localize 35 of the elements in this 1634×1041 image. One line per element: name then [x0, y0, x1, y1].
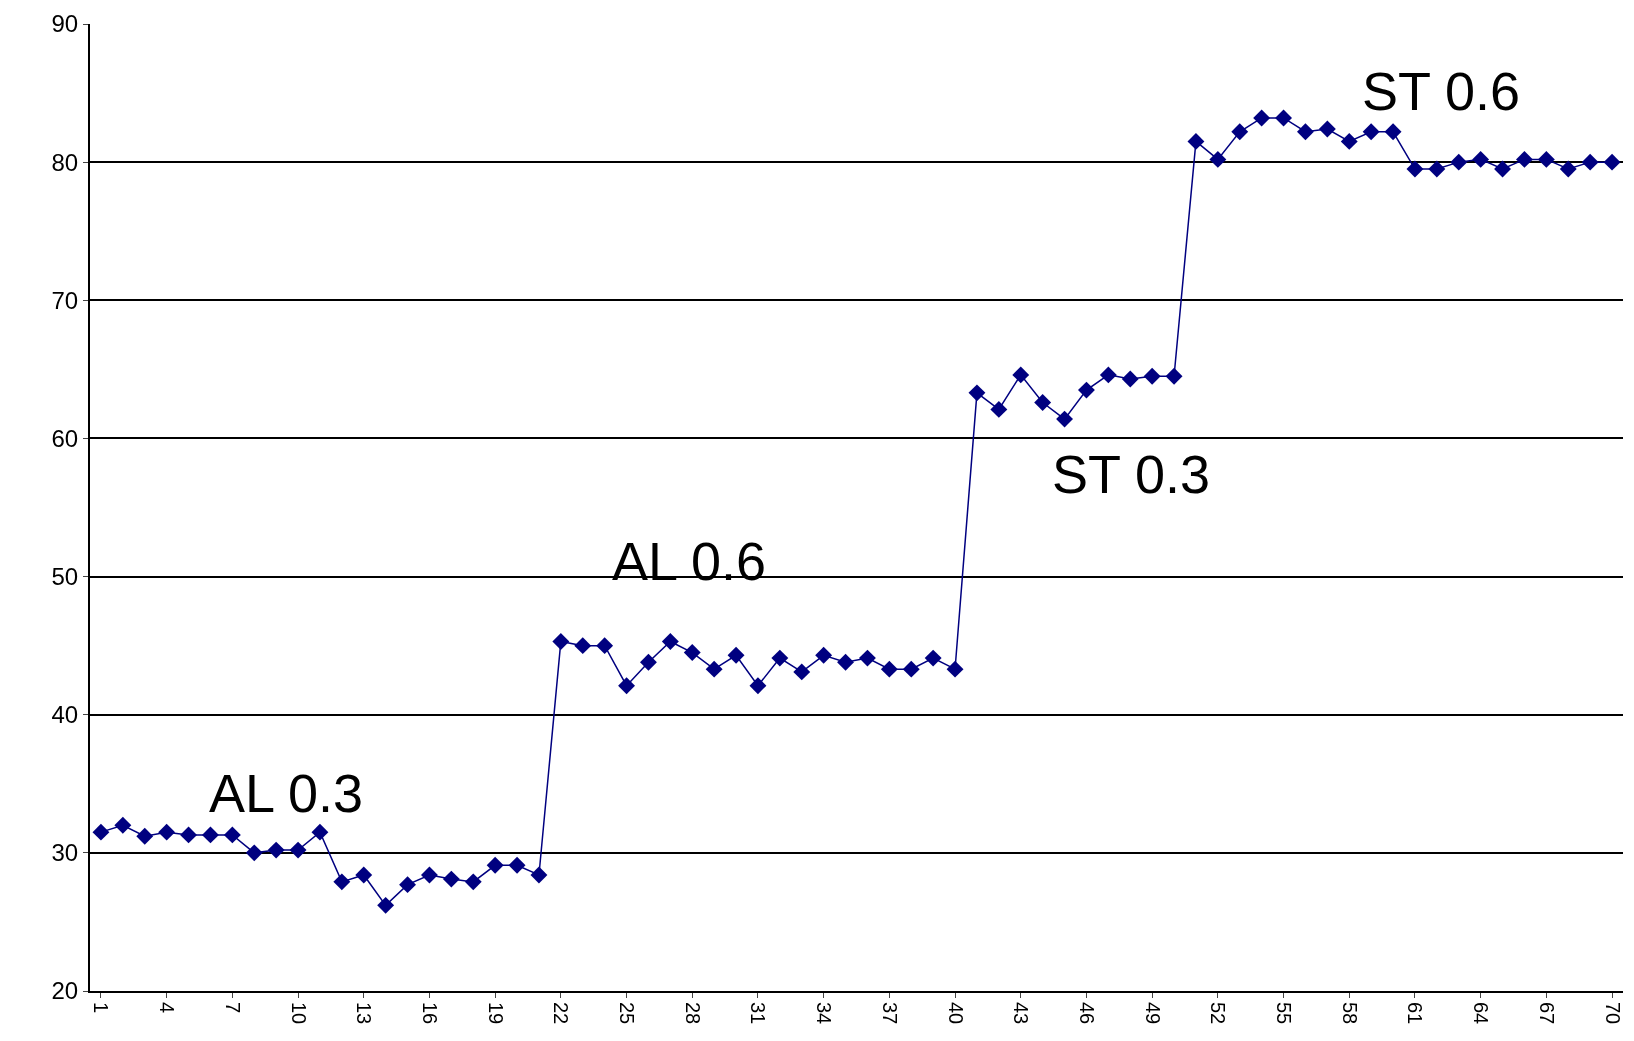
- y-tick-label: 50: [51, 562, 79, 590]
- x-tick-label: 28: [681, 1002, 704, 1025]
- x-tick-label: 25: [616, 1002, 639, 1025]
- x-tick-label: 67: [1535, 1002, 1558, 1025]
- x-tick-label: 19: [484, 1002, 507, 1025]
- x-tick-label: 7: [221, 1002, 244, 1014]
- y-tick-label: 70: [51, 286, 79, 314]
- annotation: ST 0.6: [1362, 61, 1521, 121]
- x-tick-label: 46: [1075, 1002, 1098, 1025]
- y-tick-label: 80: [51, 148, 79, 176]
- x-tick-label: 43: [1010, 1002, 1033, 1025]
- x-tick-label: 37: [878, 1002, 901, 1025]
- x-tick-label: 49: [1141, 1002, 1164, 1025]
- x-tick-label: 10: [287, 1002, 310, 1025]
- x-tick-label: 55: [1273, 1002, 1296, 1025]
- x-tick-label: 16: [418, 1002, 441, 1025]
- x-tick-label: 64: [1470, 1002, 1493, 1025]
- x-tick-label: 22: [550, 1002, 573, 1025]
- annotation: AL 0.3: [209, 763, 364, 823]
- x-tick-label: 1: [90, 1002, 113, 1014]
- x-tick-label: 31: [747, 1002, 770, 1025]
- y-tick-label: 90: [51, 10, 79, 38]
- y-tick-label: 20: [51, 977, 79, 1005]
- annotation: ST 0.3: [1052, 444, 1211, 504]
- y-tick-label: 60: [51, 424, 79, 452]
- x-tick-label: 70: [1601, 1002, 1624, 1025]
- x-tick-label: 34: [813, 1002, 836, 1025]
- y-tick-label: 30: [51, 839, 79, 867]
- x-tick-label: 52: [1207, 1002, 1230, 1025]
- x-tick-label: 40: [944, 1002, 967, 1025]
- x-tick-label: 58: [1338, 1002, 1361, 1025]
- x-tick-label: 4: [156, 1002, 179, 1014]
- x-tick-label: 13: [353, 1002, 376, 1025]
- x-tick-label: 61: [1404, 1002, 1427, 1025]
- y-tick-label: 40: [51, 701, 79, 729]
